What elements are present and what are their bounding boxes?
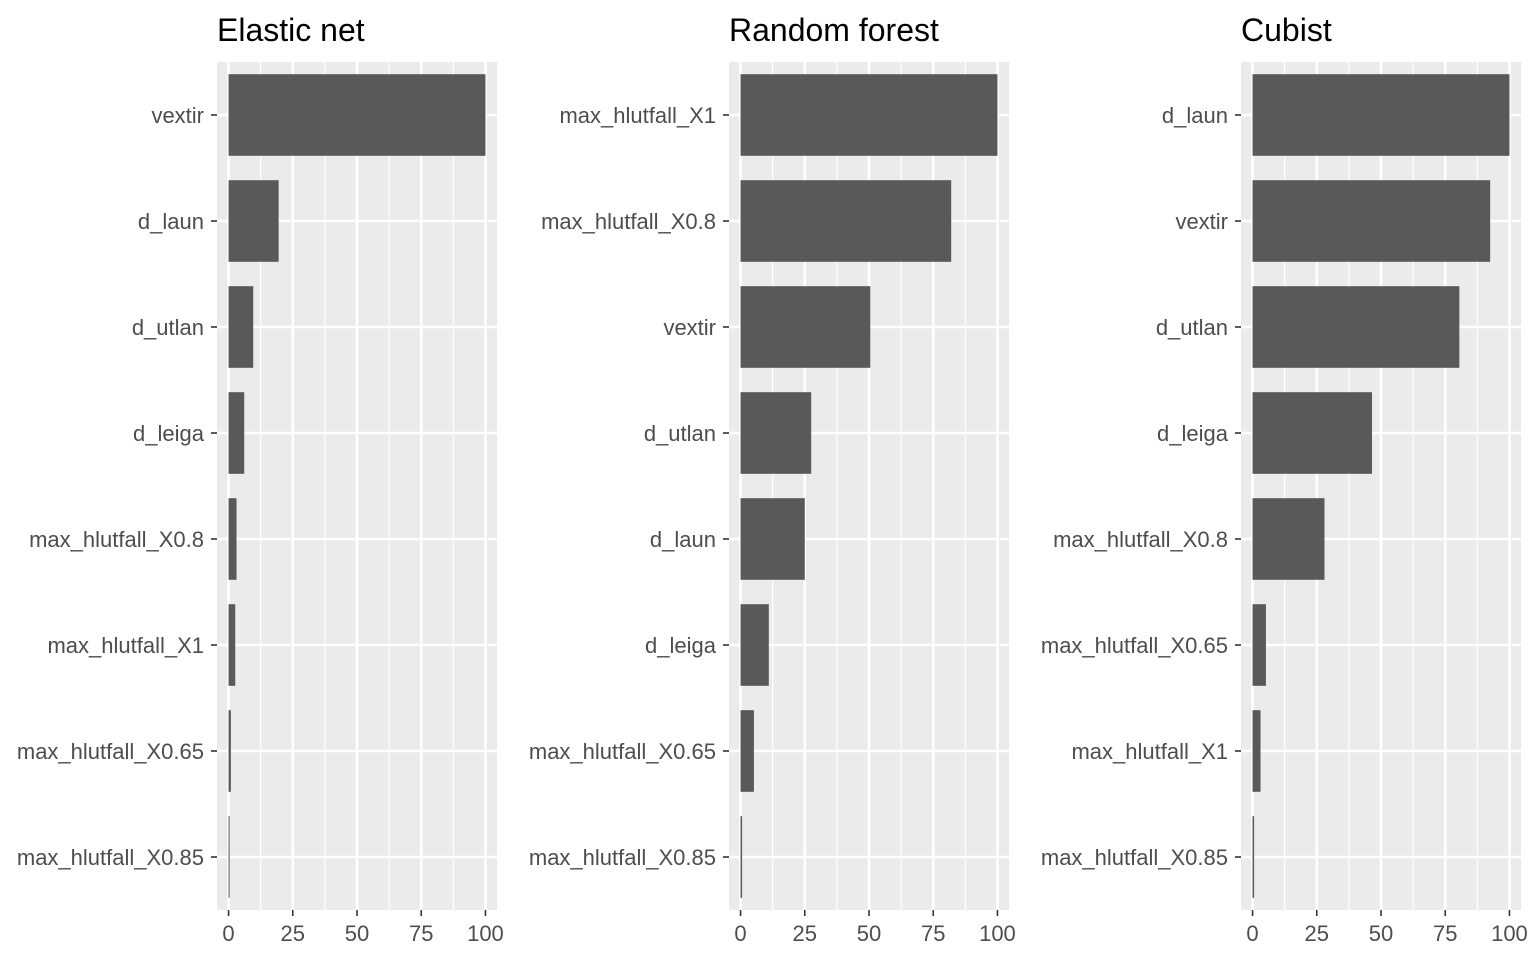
bar — [1252, 180, 1491, 262]
y-tick-label: max_hlutfall_X0.65 — [1041, 633, 1228, 658]
bar — [740, 604, 769, 686]
bar — [740, 498, 805, 580]
bar — [740, 180, 952, 262]
bar — [740, 74, 998, 156]
x-tick-label: 100 — [1491, 921, 1528, 946]
y-tick-label: max_hlutfall_X0.65 — [17, 739, 204, 764]
x-tick-label: 75 — [921, 921, 945, 946]
x-tick-label: 50 — [345, 921, 369, 946]
x-tick-label: 25 — [1305, 921, 1329, 946]
bar — [1252, 286, 1460, 368]
y-tick-label: vextir — [1175, 209, 1228, 234]
bar — [740, 710, 754, 792]
x-tick-label: 50 — [1369, 921, 1393, 946]
y-tick-label: max_hlutfall_X1 — [559, 103, 716, 128]
panel-title-cubist: Cubist — [1241, 12, 1332, 48]
x-tick-label: 25 — [281, 921, 305, 946]
y-tick-label: d_laun — [1162, 103, 1228, 128]
x-tick-label: 0 — [222, 921, 234, 946]
x-tick-label: 25 — [793, 921, 817, 946]
bar — [1252, 816, 1255, 898]
y-tick-label: d_utlan — [644, 421, 716, 446]
y-tick-label: max_hlutfall_X0.85 — [1041, 845, 1228, 870]
y-tick-label: d_utlan — [1156, 315, 1228, 340]
bar — [1252, 392, 1373, 474]
x-tick-label: 50 — [857, 921, 881, 946]
bar — [740, 816, 743, 898]
bar — [740, 286, 871, 368]
y-tick-label: vextir — [663, 315, 716, 340]
y-tick-label: max_hlutfall_X0.8 — [1053, 527, 1228, 552]
x-tick-label: 75 — [1433, 921, 1457, 946]
bar — [228, 180, 279, 262]
y-tick-label: d_leiga — [133, 421, 205, 446]
bar — [1252, 498, 1325, 580]
y-tick-label: d_laun — [650, 527, 716, 552]
bar — [228, 286, 254, 368]
y-tick-label: max_hlutfall_X0.85 — [17, 845, 204, 870]
bar — [228, 498, 237, 580]
bar — [1252, 74, 1510, 156]
bar — [740, 392, 812, 474]
bar — [228, 604, 236, 686]
x-tick-label: 0 — [1246, 921, 1258, 946]
bar — [228, 816, 230, 898]
y-tick-label: vextir — [151, 103, 204, 128]
panel-elastic-net: vextir d_laun d_utlan d_leiga max_hlutfall_X… — [17, 12, 504, 946]
y-tick-label: d_utlan — [132, 315, 204, 340]
y-tick-label: max_hlutfall_X0.65 — [529, 739, 716, 764]
bar — [1252, 604, 1266, 686]
y-tick-label: d_leiga — [1157, 421, 1229, 446]
y-tick-label: d_leiga — [645, 633, 717, 658]
y-tick-label: max_hlutfall_X1 — [47, 633, 204, 658]
bar — [228, 710, 231, 792]
x-tick-label: 100 — [467, 921, 504, 946]
panel-title-random-forest: Random forest — [729, 12, 939, 48]
y-tick-label: max_hlutfall_X1 — [1071, 739, 1228, 764]
y-tick-label: d_laun — [138, 209, 204, 234]
x-tick-label: 75 — [409, 921, 433, 946]
panel-title-elastic-net: Elastic net — [217, 12, 365, 48]
bar — [228, 392, 245, 474]
bar — [228, 74, 486, 156]
y-tick-label: max_hlutfall_X0.8 — [29, 527, 204, 552]
x-tick-label: 100 — [979, 921, 1016, 946]
x-tick-label: 0 — [734, 921, 746, 946]
bar — [1252, 710, 1261, 792]
y-tick-label: max_hlutfall_X0.85 — [529, 845, 716, 870]
y-tick-label: max_hlutfall_X0.8 — [541, 209, 716, 234]
